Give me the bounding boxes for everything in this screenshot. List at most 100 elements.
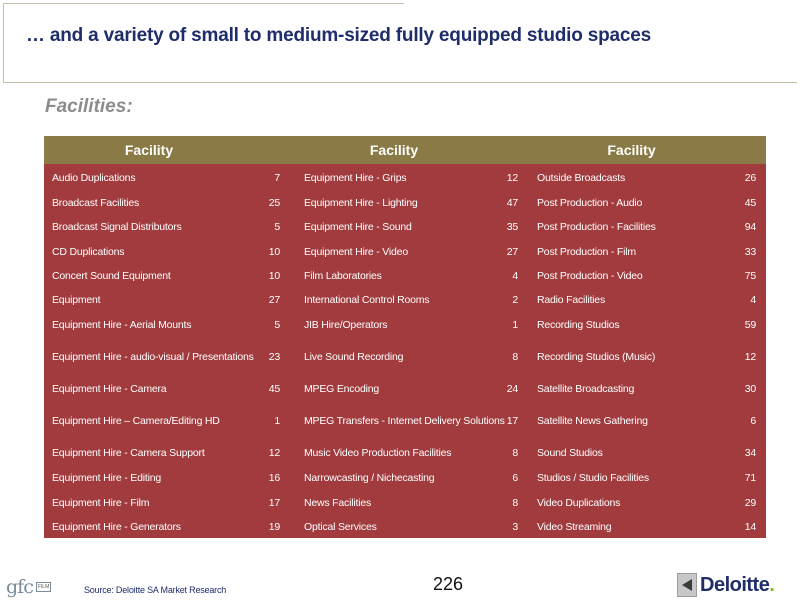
facility-name: Studios / Studio Facilities bbox=[537, 472, 649, 484]
facility-count: 8 bbox=[512, 447, 518, 459]
facility-count: 12 bbox=[506, 172, 518, 184]
facility-name: Equipment Hire – Camera/Editing HD bbox=[52, 415, 220, 427]
facility-name: Equipment Hire - Generators bbox=[52, 521, 181, 533]
facility-count: 6 bbox=[512, 472, 518, 484]
facility-count: 24 bbox=[506, 383, 518, 395]
facility-name: Equipment Hire - Film bbox=[52, 497, 150, 509]
table-header: Facility Facility Facility bbox=[44, 136, 766, 164]
facility-name: Post Production - Facilities bbox=[537, 221, 656, 233]
facility-count: 59 bbox=[744, 319, 756, 331]
facility-count: 4 bbox=[750, 294, 756, 306]
facility-name: International Control Rooms bbox=[304, 294, 430, 306]
facility-name: Outside Broadcasts bbox=[537, 172, 626, 184]
facility-name: Audio Duplications bbox=[52, 172, 136, 184]
facility-name: Recording Studios bbox=[537, 319, 620, 331]
facility-count: 17 bbox=[268, 497, 280, 509]
facility-count: 4 bbox=[512, 270, 518, 282]
page-title: … and a variety of small to medium-sized… bbox=[26, 25, 651, 46]
facility-count: 94 bbox=[744, 221, 756, 233]
facility-count: 47 bbox=[506, 197, 518, 209]
facility-count: 17 bbox=[506, 415, 518, 427]
facility-count: 23 bbox=[268, 351, 280, 363]
facility-name: Equipment Hire - Video bbox=[304, 246, 408, 258]
facility-count: 45 bbox=[268, 383, 280, 395]
facility-count: 12 bbox=[744, 351, 756, 363]
deloitte-dot: . bbox=[769, 573, 775, 596]
facility-name: Sound Studios bbox=[537, 447, 603, 459]
facility-count: 33 bbox=[744, 246, 756, 258]
facility-name: Music Video Production Facilities bbox=[304, 447, 452, 459]
gfc-logo: gfc FILM bbox=[6, 574, 52, 600]
facility-count: 45 bbox=[744, 197, 756, 209]
facility-name: Equipment bbox=[52, 294, 101, 306]
facility-count: 3 bbox=[512, 521, 518, 533]
deloitte-text: Deloitte bbox=[700, 573, 770, 596]
facility-name: Recording Studios (Music) bbox=[537, 351, 656, 363]
column-header-3: Facility bbox=[607, 142, 656, 158]
deloitte-logo: Deloitte. bbox=[677, 571, 775, 599]
facility-name: Satellite News Gathering bbox=[537, 415, 648, 427]
facility-name: Concert Sound Equipment bbox=[52, 270, 171, 282]
facility-name: Equipment Hire - Sound bbox=[304, 221, 412, 233]
facility-name: MPEG Transfers - Internet Delivery Solut… bbox=[304, 415, 505, 427]
facility-name: Narrowcasting / Nichecasting bbox=[304, 472, 435, 484]
facility-count: 10 bbox=[268, 246, 280, 258]
facility-count: 1 bbox=[512, 319, 518, 331]
section-subtitle: Facilities: bbox=[45, 96, 133, 117]
facility-count: 5 bbox=[274, 319, 280, 331]
title-top-line bbox=[4, 3, 404, 4]
facility-name: Satellite Broadcasting bbox=[537, 383, 635, 395]
facility-name: Film Laboratories bbox=[304, 270, 382, 282]
facility-name: Video Streaming bbox=[537, 521, 612, 533]
facility-name: Broadcast Facilities bbox=[52, 197, 140, 209]
facility-count: 14 bbox=[744, 521, 756, 533]
facility-count: 10 bbox=[268, 270, 280, 282]
facility-name: Radio Facilities bbox=[537, 294, 605, 306]
back-arrow-icon[interactable] bbox=[677, 573, 697, 597]
facility-name: Equipment Hire - Grips bbox=[304, 172, 407, 184]
facility-name: Post Production - Audio bbox=[537, 197, 643, 209]
facility-name: Post Production - Video bbox=[537, 270, 643, 282]
deloitte-wordmark: Deloitte. bbox=[700, 573, 775, 597]
facility-name: MPEG Encoding bbox=[304, 383, 380, 395]
gfc-logo-box: FILM bbox=[35, 582, 52, 592]
facility-count: 8 bbox=[512, 351, 518, 363]
title-box: … and a variety of small to medium-sized… bbox=[3, 3, 797, 83]
facility-name: Equipment Hire - Camera Support bbox=[52, 447, 205, 459]
facility-name: CD Duplications bbox=[52, 246, 125, 258]
facility-count: 12 bbox=[268, 447, 280, 459]
facility-name: Optical Services bbox=[304, 521, 377, 533]
facility-name: Equipment Hire - audio-visual / Presenta… bbox=[52, 351, 254, 363]
facility-count: 75 bbox=[744, 270, 756, 282]
facility-count: 27 bbox=[506, 246, 518, 258]
facility-name: Equipment Hire - Editing bbox=[52, 472, 162, 484]
facility-name: Video Duplications bbox=[537, 497, 621, 509]
facility-count: 27 bbox=[268, 294, 280, 306]
facility-count: 25 bbox=[268, 197, 280, 209]
facility-count: 30 bbox=[744, 383, 756, 395]
gfc-logo-text: gfc bbox=[6, 576, 34, 598]
facility-count: 7 bbox=[274, 172, 280, 184]
facility-count: 26 bbox=[744, 172, 756, 184]
source-note: Source: Deloitte SA Market Research bbox=[84, 585, 227, 595]
facility-count: 6 bbox=[750, 415, 756, 427]
page-number: 226 bbox=[433, 574, 464, 594]
facility-count: 5 bbox=[274, 221, 280, 233]
facility-count: 8 bbox=[512, 497, 518, 509]
facility-name: Broadcast Signal Distributors bbox=[52, 221, 182, 233]
facility-name: Live Sound Recording bbox=[304, 351, 404, 363]
facilities-table: Facility Facility Facility Audio Duplica… bbox=[44, 136, 766, 538]
facility-count: 19 bbox=[268, 521, 280, 533]
facility-count: 34 bbox=[744, 447, 756, 459]
facility-name: News Facilities bbox=[304, 497, 372, 509]
column-header-1: Facility bbox=[124, 142, 174, 158]
facility-name: Equipment Hire - Aerial Mounts bbox=[52, 319, 192, 331]
facility-name: Post Production - Film bbox=[537, 246, 636, 258]
facility-count: 29 bbox=[744, 497, 756, 509]
facility-count: 35 bbox=[506, 221, 518, 233]
facility-count: 16 bbox=[268, 472, 280, 484]
facility-name: Equipment Hire - Lighting bbox=[304, 197, 418, 209]
facility-name: Equipment Hire - Camera bbox=[52, 383, 167, 395]
facility-count: 2 bbox=[512, 294, 518, 306]
facility-count: 1 bbox=[274, 415, 280, 427]
